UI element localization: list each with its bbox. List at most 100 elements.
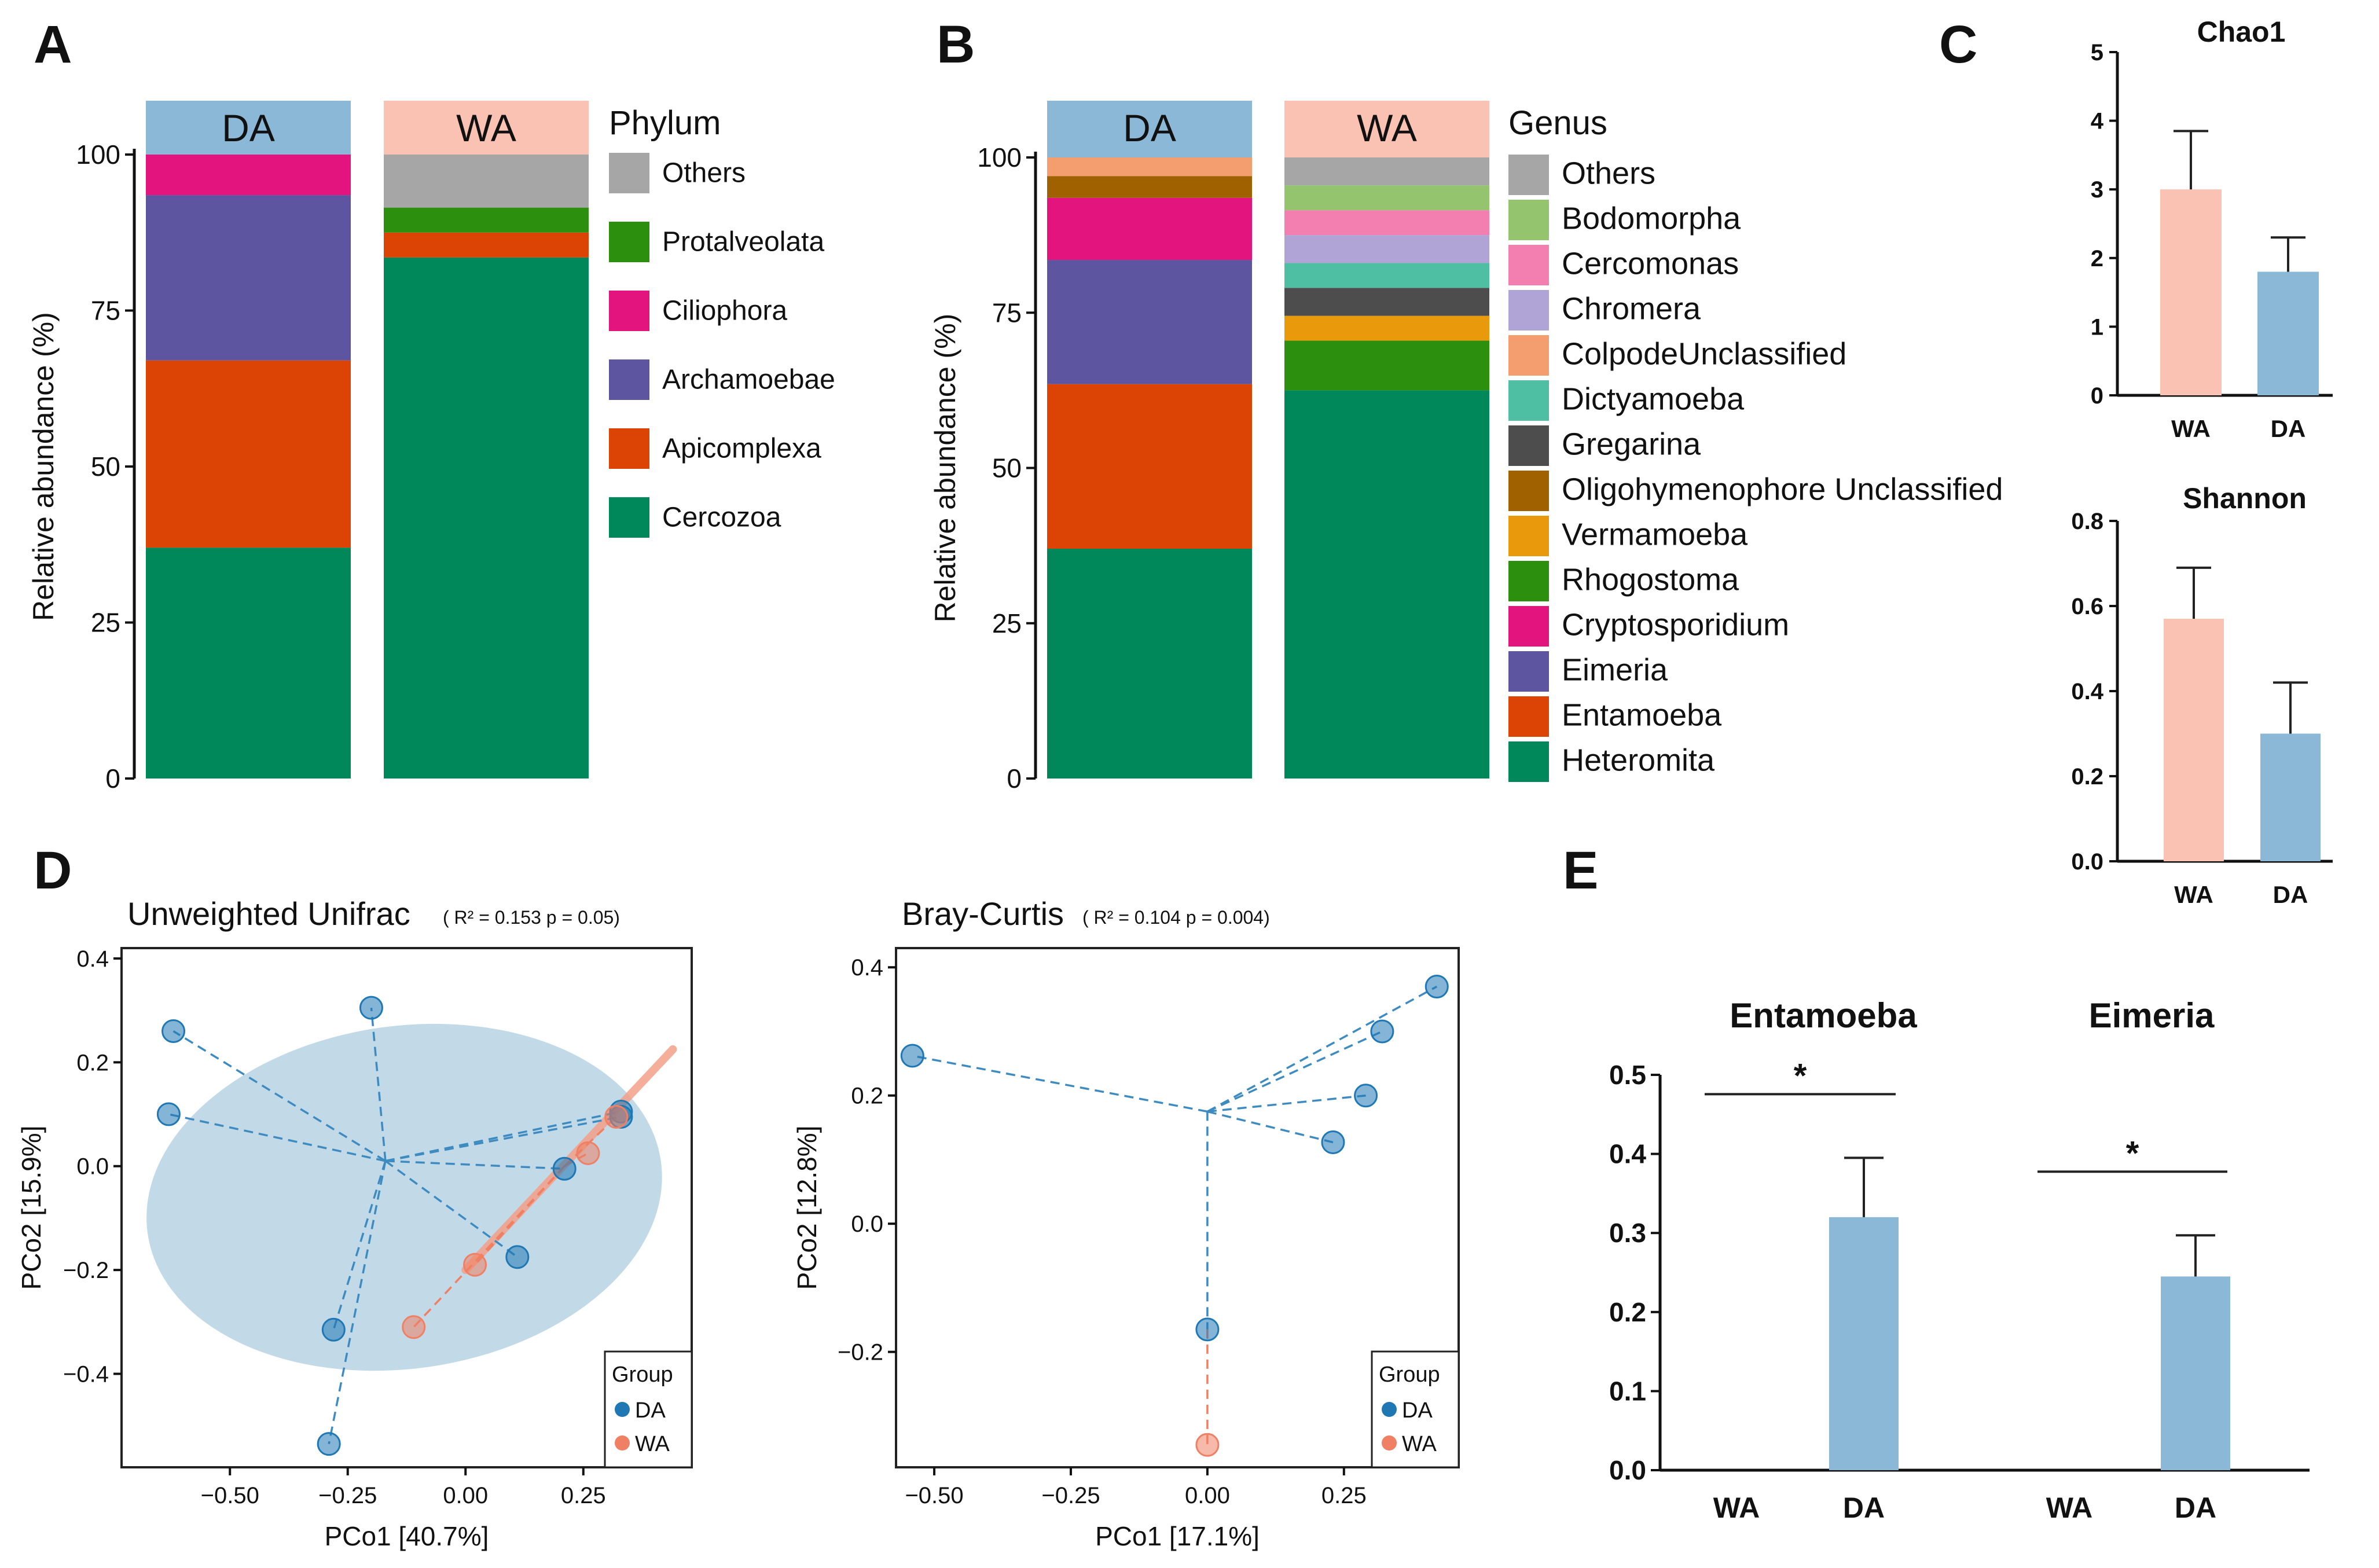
y-tick-label: 100 [977,142,1022,172]
panel-label-b: B [937,15,975,74]
legend-marker-wa [615,1435,630,1451]
legend-title: Group [612,1363,673,1387]
x-tick-label: −0.25 [318,1483,377,1508]
scatter-point-da [1354,1084,1378,1108]
y-tick-label: 0.4 [76,946,109,972]
y-tick-label: 0.2 [1609,1297,1646,1327]
spoke-line-da [385,1115,622,1162]
x-tick-label-da: DA [2273,881,2308,908]
bar-segment-da-oligohymenophore-unclassified [1047,176,1252,198]
spoke-line-da [385,1110,622,1162]
bar-segment-da-cryptosporidium [1047,197,1252,260]
legend-label-rhogostoma: Rhogostoma [1562,562,1739,597]
legend-swatch-eimeria [1508,651,1549,692]
y-tick-label: 0.4 [851,955,883,981]
panel-c-shannon-chart: Shannon 0.0 0.2 0.4 0.6 0.8 WA DA [2071,482,2333,908]
panel-d-bray-curtis-pcoa: Bray-Curtis ( R² = 0.104 p = 0.004) −0.50 −… [792,895,1460,1551]
bar-segment-wa-gregarina [1284,288,1489,316]
y-tick-label: 0.0 [2071,849,2103,875]
y-tick-label: 0.1 [1609,1376,1646,1406]
y-tick-label: 0.2 [2071,764,2103,789]
spoke-line-da [328,1161,387,1444]
y-axis-title: PCo2 [15.9%] [16,1126,46,1290]
y-axis-title: Relative abundance (%) [27,312,60,621]
bar-wa [2160,189,2222,395]
x-tick-label-wa: WA [2174,881,2213,908]
bar-header-label-da: DA [1123,107,1176,149]
legend-marker-da [615,1402,630,1417]
y-tick-label: 0.0 [76,1154,109,1180]
legend-label-dictyamoeba: Dictyamoeba [1562,381,1745,416]
bar-segment-da-entamoeba [1047,384,1252,549]
legend-swatch-bodomorpha [1508,200,1549,240]
y-tick-label: 0 [105,763,120,794]
bar-segment-da-colpodeunclassified [1047,157,1252,177]
y-tick-label: −0.2 [838,1340,883,1365]
legend-swatch-cercozoa [609,497,649,538]
bar-segment-da-eimeria [1047,260,1252,384]
scatter-point-da [321,1317,346,1342]
bar-segment-wa-dictyamoeba [1284,263,1489,288]
legend-title: Group [1379,1363,1440,1387]
legend-label-da: DA [635,1398,666,1423]
legend-label-others: Others [1562,156,1655,190]
bar-segment-wa-cercozoa [384,257,589,779]
spoke-line-da [912,1055,1208,1113]
panel-label-c: C [1939,15,1977,74]
y-tick-label: −0.2 [63,1258,109,1283]
y-tick-label: 0.0 [851,1211,883,1237]
legend-swatch-vermamoeba [1508,516,1549,556]
legend-swatch-heteromita [1508,741,1549,782]
group-title-eimeria: Eimeria [2089,996,2215,1035]
panel-label-d: D [34,841,72,900]
scatter-point-da [552,1156,577,1181]
legend-label-chromera: Chromera [1562,291,1701,326]
bar-eimeria-da [2161,1276,2230,1470]
x-tick-label-entamoeba-da: DA [1843,1492,1885,1524]
y-tick-label: 100 [76,139,120,170]
legend-label-archamoebae: Archamoebae [662,364,835,395]
y-tick-label: 0 [1007,763,1022,794]
scatter-point-da [1321,1130,1345,1155]
spoke-line-da [1207,1030,1383,1112]
legend-swatch-protalveolata [609,222,649,262]
legend-label-cryptosporidium: Cryptosporidium [1562,607,1789,642]
group-title-entamoeba: Entamoeba [1730,996,1917,1035]
panel-d-unweighted-unifrac-pcoa: Unweighted Unifrac ( R² = 0.153 p = 0.05)… [16,895,693,1551]
y-tick-label: 0.4 [1609,1139,1646,1169]
x-tick-label-wa: WA [2171,415,2211,442]
scatter-point-da [156,1102,181,1126]
y-tick-label: 75 [992,298,1022,328]
legend-label-vermamoeba: Vermamoeba [1562,517,1748,552]
y-tick-label: 25 [992,608,1022,638]
legend-label-da: DA [1402,1398,1433,1423]
x-tick-label-da: DA [2271,415,2306,442]
x-tick-label: 0.00 [1185,1483,1230,1508]
scatter-point-wa [1195,1433,1220,1457]
bar-segment-wa-heteromita [1284,390,1489,779]
bar-segment-da-ciliophora [146,155,351,196]
bar-segment-da-heteromita [1047,548,1252,779]
spoke-line-da [172,1030,386,1162]
x-tick-label: −0.50 [201,1483,259,1508]
y-tick-label: −0.4 [63,1362,109,1387]
legend-swatch-cryptosporidium [1508,606,1549,647]
bar-segment-wa-bodomorpha [1284,185,1489,211]
y-tick-label: 25 [91,608,120,638]
legend-label-colpodeunclassified: ColpodeUnclassified [1562,336,1846,371]
spoke-line-da [384,1160,518,1258]
scatter-point-da [900,1044,924,1068]
scatter-point-da [505,1245,530,1269]
panel-a-phylum-chart: 0 25 50 75 100 Relative abundance (%) DA WA Phyl… [27,101,835,794]
panel-c-chao1-chart: Chao1 0 1 2 3 4 5 WA DA [2091,16,2333,442]
bar-segment-wa-apicomplexa [384,232,589,258]
y-tick-label: 0.8 [2071,509,2103,534]
y-tick-label: 0.6 [2071,594,2103,619]
bar-segment-da-apicomplexa [146,360,351,548]
scatter-point-da [1195,1317,1220,1342]
y-tick-label: 50 [992,453,1022,483]
y-tick-label: 0.5 [1609,1060,1646,1090]
x-axis-title: PCo1 [17.1%] [1095,1521,1260,1551]
y-tick-label: 0.2 [76,1050,109,1075]
